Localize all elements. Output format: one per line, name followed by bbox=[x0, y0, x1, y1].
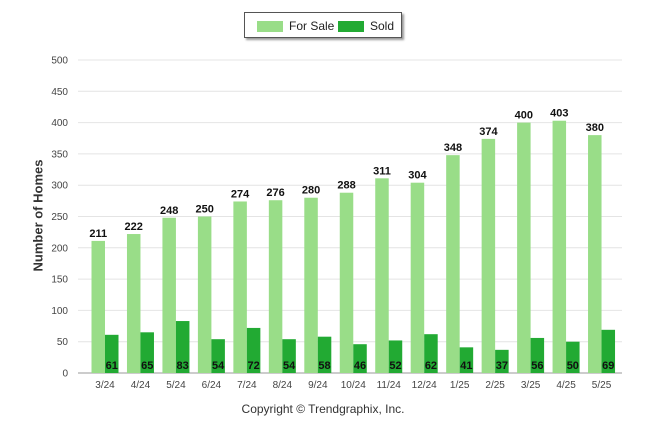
y-tick-label: 450 bbox=[51, 87, 68, 98]
bar-for-sale bbox=[375, 178, 389, 373]
data-label-sold: 54 bbox=[283, 360, 296, 372]
data-label-sold: 61 bbox=[106, 360, 118, 372]
y-tick-label: 200 bbox=[51, 243, 68, 254]
bar-sold bbox=[601, 329, 616, 373]
x-tick-label: 12/24 bbox=[412, 380, 437, 391]
bar-for-sale bbox=[339, 192, 354, 373]
data-label-sold: 72 bbox=[247, 360, 259, 372]
x-tick-label: 10/24 bbox=[341, 380, 366, 391]
bar-sold bbox=[353, 344, 367, 373]
data-label-for-sale: 403 bbox=[550, 108, 568, 120]
x-tick-label: 4/25 bbox=[556, 380, 576, 391]
data-label-for-sale: 248 bbox=[160, 205, 178, 217]
legend-swatch-for-sale bbox=[257, 20, 283, 32]
y-tick-label: 250 bbox=[51, 212, 68, 223]
legend-label-for-sale: For Sale bbox=[289, 19, 335, 33]
x-tick-label: 8/24 bbox=[273, 380, 293, 391]
data-label-sold: 50 bbox=[567, 360, 579, 372]
x-tick-label: 9/24 bbox=[308, 380, 328, 391]
legend-swatch-sold bbox=[338, 20, 364, 32]
bar-for-sale bbox=[268, 200, 283, 373]
bar-for-sale bbox=[588, 135, 602, 373]
x-tick-label: 5/25 bbox=[592, 380, 612, 391]
legend-item-sold[interactable]: Sold bbox=[338, 19, 394, 33]
y-tick-label: 50 bbox=[57, 337, 69, 348]
bar-sold bbox=[495, 349, 509, 373]
data-label-sold: 65 bbox=[141, 360, 153, 372]
data-label-for-sale: 280 bbox=[302, 185, 320, 197]
bar-for-sale bbox=[410, 182, 425, 373]
x-tick-label: 3/25 bbox=[521, 380, 541, 391]
bar-for-sale bbox=[162, 217, 176, 373]
y-axis-label: Number of Homes bbox=[30, 159, 46, 272]
data-label-for-sale: 288 bbox=[337, 180, 355, 192]
x-tick-label: 4/24 bbox=[131, 380, 151, 391]
bar-for-sale bbox=[304, 197, 318, 373]
data-label-for-sale: 348 bbox=[444, 142, 462, 154]
data-label-sold: 56 bbox=[531, 360, 543, 372]
data-label-sold: 37 bbox=[496, 360, 508, 372]
x-tick-label: 3/24 bbox=[95, 380, 115, 391]
data-label-sold: 54 bbox=[212, 360, 225, 372]
bar-for-sale bbox=[91, 240, 105, 373]
x-tick-label: 5/24 bbox=[166, 380, 186, 391]
bar-for-sale bbox=[126, 234, 141, 373]
bar-sold bbox=[175, 321, 190, 373]
bar-for-sale bbox=[481, 138, 496, 373]
data-label-sold: 58 bbox=[318, 360, 330, 372]
data-label-for-sale: 400 bbox=[515, 110, 533, 122]
data-label-for-sale: 211 bbox=[89, 228, 107, 240]
data-label-sold: 83 bbox=[177, 360, 189, 372]
bar-for-sale bbox=[446, 155, 460, 373]
bar-sold bbox=[388, 340, 403, 373]
y-tick-label: 350 bbox=[51, 149, 68, 160]
bar-sold bbox=[211, 339, 225, 373]
data-label-sold: 46 bbox=[354, 360, 366, 372]
legend: For Sale Sold bbox=[244, 12, 402, 38]
data-label-for-sale: 250 bbox=[195, 204, 213, 216]
data-label-for-sale: 374 bbox=[479, 126, 498, 138]
data-label-sold: 62 bbox=[425, 360, 437, 372]
y-tick-label: 300 bbox=[51, 181, 68, 192]
data-label-for-sale: 311 bbox=[373, 165, 391, 177]
bar-for-sale bbox=[197, 216, 212, 373]
bar-sold bbox=[140, 332, 154, 373]
legend-label-sold: Sold bbox=[370, 19, 395, 33]
y-tick-label: 400 bbox=[51, 118, 68, 129]
x-tick-label: 11/24 bbox=[377, 380, 402, 391]
data-label-for-sale: 274 bbox=[231, 188, 250, 200]
data-label-for-sale: 304 bbox=[408, 170, 427, 182]
data-label-sold: 52 bbox=[389, 360, 401, 372]
x-tick-label: 2/25 bbox=[485, 380, 505, 391]
copyright-footer: Copyright © Trendgraphix, Inc. bbox=[241, 402, 405, 416]
data-label-for-sale: 222 bbox=[125, 221, 143, 233]
bar-sold bbox=[105, 334, 119, 373]
data-label-for-sale: 276 bbox=[266, 187, 284, 199]
x-tick-label: 1/25 bbox=[450, 380, 470, 391]
x-tick-label: 6/24 bbox=[202, 380, 222, 391]
y-tick-label: 0 bbox=[62, 369, 68, 380]
x-tick-label: 7/24 bbox=[237, 380, 257, 391]
y-tick-label: 150 bbox=[51, 275, 68, 286]
bar-for-sale bbox=[517, 122, 531, 373]
bar-sold bbox=[317, 336, 332, 373]
bar-for-sale bbox=[233, 201, 247, 373]
y-tick-label: 500 bbox=[51, 56, 68, 67]
bar-sold bbox=[246, 327, 261, 373]
bar-sold bbox=[459, 347, 474, 373]
bar-sold bbox=[424, 334, 438, 373]
legend-item-for-sale[interactable]: For Sale bbox=[257, 19, 334, 33]
y-tick-label: 100 bbox=[51, 306, 68, 317]
data-label-for-sale: 380 bbox=[586, 122, 604, 134]
data-label-sold: 69 bbox=[602, 360, 614, 372]
data-label-sold: 41 bbox=[460, 360, 472, 372]
bar-sold bbox=[530, 337, 545, 373]
bar-sold bbox=[566, 341, 580, 373]
bar-for-sale bbox=[552, 120, 567, 373]
bar-sold bbox=[282, 339, 296, 373]
